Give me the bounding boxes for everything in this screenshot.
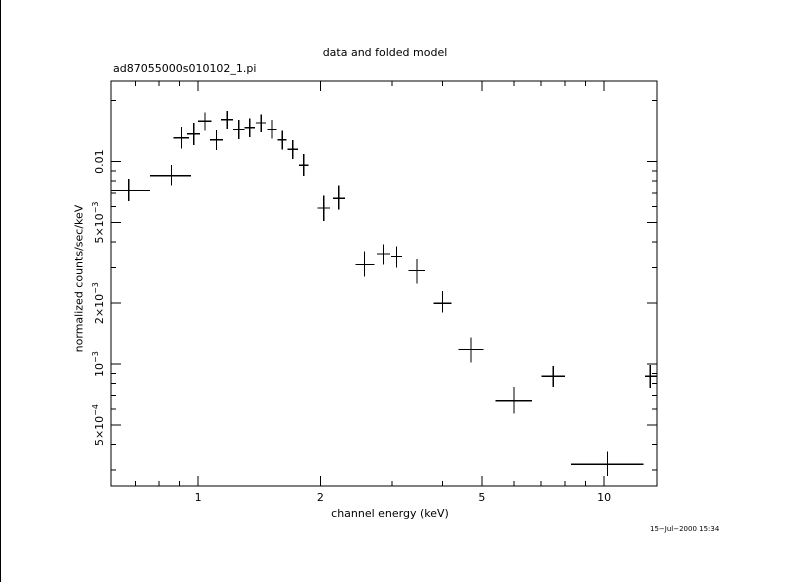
y-tick-label-text: 5×10−4 xyxy=(91,404,106,446)
y-tick-label: 2×10−3 xyxy=(91,282,106,324)
y-tick-label-text: 0.01 xyxy=(93,149,106,174)
y-tick-label: 5×10−3 xyxy=(91,202,106,244)
window-edge-line xyxy=(0,0,1,582)
chart-subtitle: ad87055000s010102_1.pi xyxy=(113,62,257,75)
y-tick-label-text: 10−3 xyxy=(91,351,106,377)
plot-timestamp: 15−Jul−2000 15:34 xyxy=(650,525,720,533)
x-tick-label: 5 xyxy=(478,491,485,504)
y-axis-label: normalized counts/sec/keV xyxy=(72,204,86,353)
x-tick-label: 10 xyxy=(597,491,611,504)
plot-frame xyxy=(110,80,658,487)
y-tick-label-text: 5×10−3 xyxy=(91,202,106,244)
x-tick-label: 1 xyxy=(195,491,202,504)
y-tick-label: 5×10−4 xyxy=(91,404,106,446)
y-tick-label-text: 2×10−3 xyxy=(91,282,106,324)
y-tick-label: 0.01 xyxy=(93,149,106,174)
chart-title: data and folded model xyxy=(322,46,448,59)
y-tick-label: 10−3 xyxy=(91,351,106,377)
x-tick-label: 2 xyxy=(317,491,324,504)
x-axis-label: channel energy (keV) xyxy=(331,507,449,520)
